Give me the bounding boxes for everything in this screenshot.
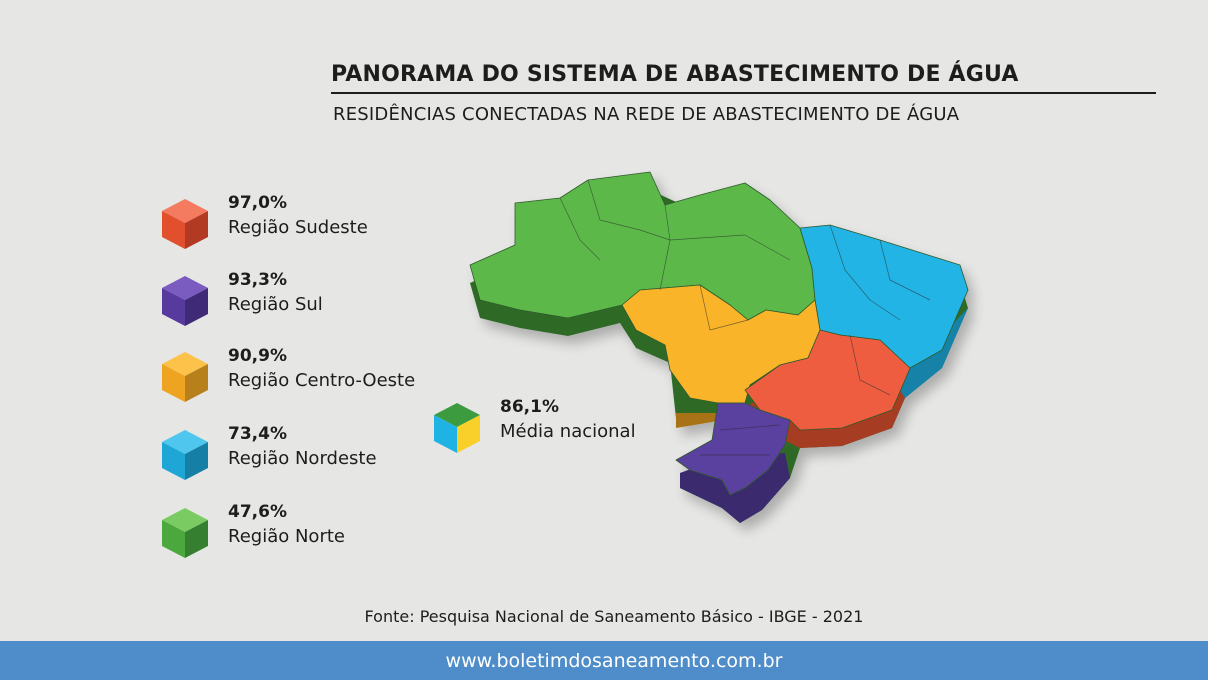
legend-label: Média nacional [500, 421, 636, 442]
source-note: Fonte: Pesquisa Nacional de Saneamento B… [364, 607, 864, 626]
title-divider [331, 92, 1156, 94]
legend-label: Região Norte [228, 526, 345, 547]
legend-label: Região Centro-Oeste [228, 370, 416, 391]
legend-label: Região Nordeste [228, 448, 377, 469]
brazil-map [469, 171, 969, 523]
page-title: PANORAMA DO SISTEMA DE ABASTECIMENTO DE … [331, 62, 1019, 87]
legend-value: 93,3% [228, 270, 287, 290]
cube-icon-media-nacional [434, 403, 480, 453]
footer-bar: www.boletimdosaneamento.com.br [0, 641, 1208, 680]
cube-icon-sudeste [162, 199, 208, 249]
legend-label: Região Sudeste [228, 217, 368, 238]
legend-value: 86,1% [500, 397, 559, 417]
legend-item-sul: 93,3% Região Sul [158, 270, 458, 330]
legend-item-centro-oeste: 90,9% Região Centro-Oeste [158, 346, 458, 406]
footer-url[interactable]: www.boletimdosaneamento.com.br [445, 649, 783, 672]
cube-icon-centro-oeste [162, 352, 208, 402]
legend-item-sudeste: 97,0% Região Sudeste [158, 193, 458, 253]
legend-item-norte: 47,6% Região Norte [158, 502, 458, 562]
cube-icon-norte [162, 508, 208, 558]
legend-value: 47,6% [228, 502, 287, 522]
legend-item-media-nacional: 86,1% Média nacional [430, 397, 690, 457]
cube-icon-sul [162, 276, 208, 326]
legend-value: 90,9% [228, 346, 287, 366]
legend-value: 73,4% [228, 424, 287, 444]
page-subtitle: RESIDÊNCIAS CONECTADAS NA REDE DE ABASTE… [333, 104, 960, 125]
legend-value: 97,0% [228, 193, 287, 213]
cube-icon-nordeste [162, 430, 208, 480]
legend-label: Região Sul [228, 294, 323, 315]
legend-item-nordeste: 73,4% Região Nordeste [158, 424, 458, 484]
